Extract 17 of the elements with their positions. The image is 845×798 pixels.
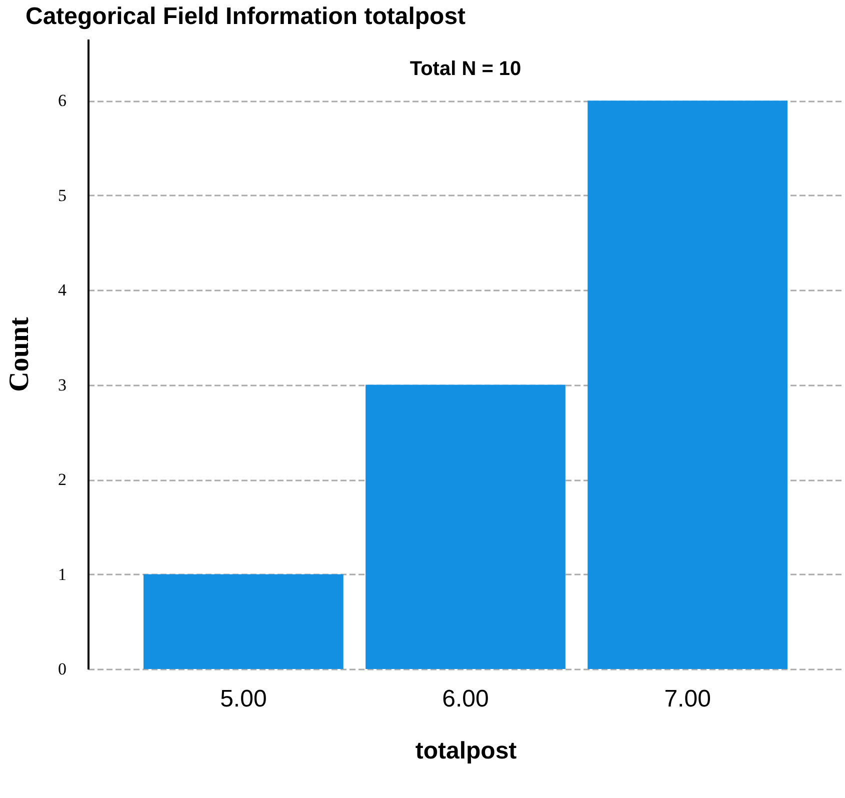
chart-title: Categorical Field Information totalpost [26, 3, 466, 30]
y-tick-label: 0 [58, 660, 66, 678]
x-tick-label: 5.00 [220, 686, 267, 712]
bar [144, 574, 344, 669]
x-tick-label: 6.00 [442, 686, 489, 712]
bar [588, 100, 788, 669]
x-tick-label: 7.00 [664, 686, 711, 712]
x-axis-title: totalpost [415, 738, 517, 764]
y-tick-label: 2 [58, 470, 66, 490]
y-axis-title: Count [4, 316, 35, 392]
y-tick-label: 4 [58, 280, 67, 300]
y-tick-label: 5 [58, 186, 66, 205]
bar [366, 384, 566, 669]
y-tick-label: 6 [58, 91, 66, 110]
annotation: Total N = 10 [410, 58, 522, 80]
y-tick-label: 1 [58, 564, 66, 584]
y-tick-label: 3 [58, 375, 66, 394]
